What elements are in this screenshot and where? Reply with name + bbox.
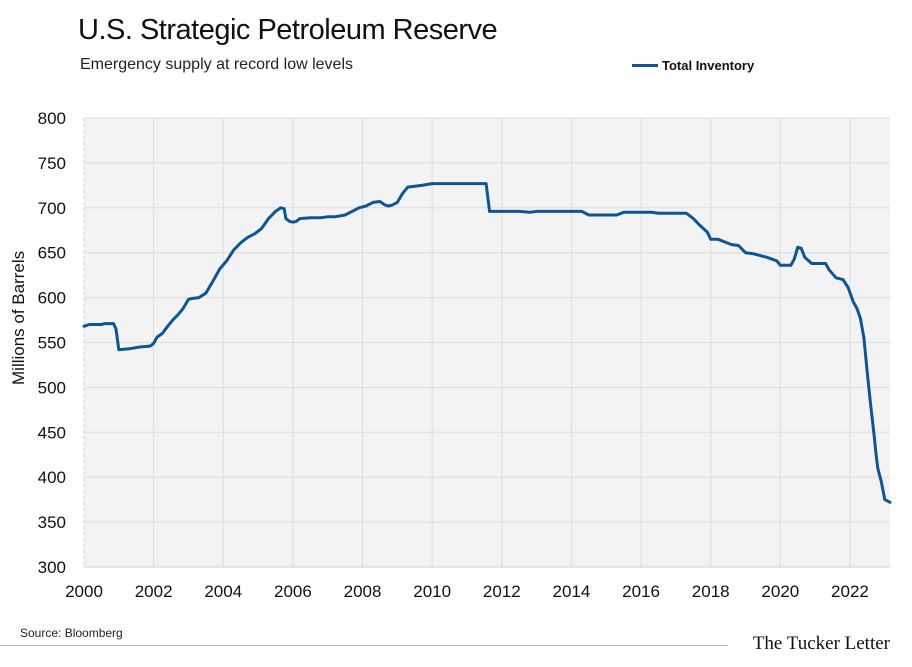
chart-title: U.S. Strategic Petroleum Reserve bbox=[78, 14, 498, 46]
x-tick-label: 2020 bbox=[761, 582, 799, 601]
y-tick-label: 650 bbox=[38, 244, 66, 263]
series-line-total-inventory bbox=[82, 182, 892, 504]
x-tick-label: 2010 bbox=[413, 582, 451, 601]
x-tick-label: 2000 bbox=[65, 582, 103, 601]
x-tick-label: 2016 bbox=[622, 582, 660, 601]
brand-label: The Tucker Letter bbox=[752, 633, 890, 654]
y-tick-label: 450 bbox=[38, 423, 66, 442]
source-note: Source: Bloomberg bbox=[20, 626, 123, 640]
legend-swatch-total-inventory bbox=[632, 64, 658, 67]
legend: Total Inventory bbox=[632, 58, 754, 73]
x-tick-label: 2022 bbox=[831, 582, 869, 601]
chart-subtitle: Emergency supply at record low levels bbox=[80, 56, 354, 73]
footer-divider bbox=[0, 645, 728, 646]
legend-label-total-inventory: Total Inventory bbox=[662, 58, 755, 73]
y-tick-label: 600 bbox=[38, 289, 66, 308]
x-tick-label: 2014 bbox=[553, 582, 591, 601]
y-tick-label: 400 bbox=[38, 468, 66, 487]
x-tick-label: 2002 bbox=[135, 582, 173, 601]
x-tick-label: 2018 bbox=[692, 582, 730, 601]
x-tick-label: 2004 bbox=[204, 582, 242, 601]
y-tick-label: 750 bbox=[38, 154, 66, 173]
y-tick-label: 800 bbox=[38, 109, 66, 128]
x-tick-label: 2012 bbox=[483, 582, 521, 601]
x-tick-label: 2006 bbox=[274, 582, 312, 601]
y-tick-label: 700 bbox=[38, 199, 66, 218]
y-tick-label: 300 bbox=[38, 558, 66, 577]
y-tick-label: 350 bbox=[38, 513, 66, 532]
x-tick-label: 2008 bbox=[344, 582, 382, 601]
y-tick-label: 550 bbox=[38, 334, 66, 353]
y-tick-label: 500 bbox=[38, 378, 66, 397]
